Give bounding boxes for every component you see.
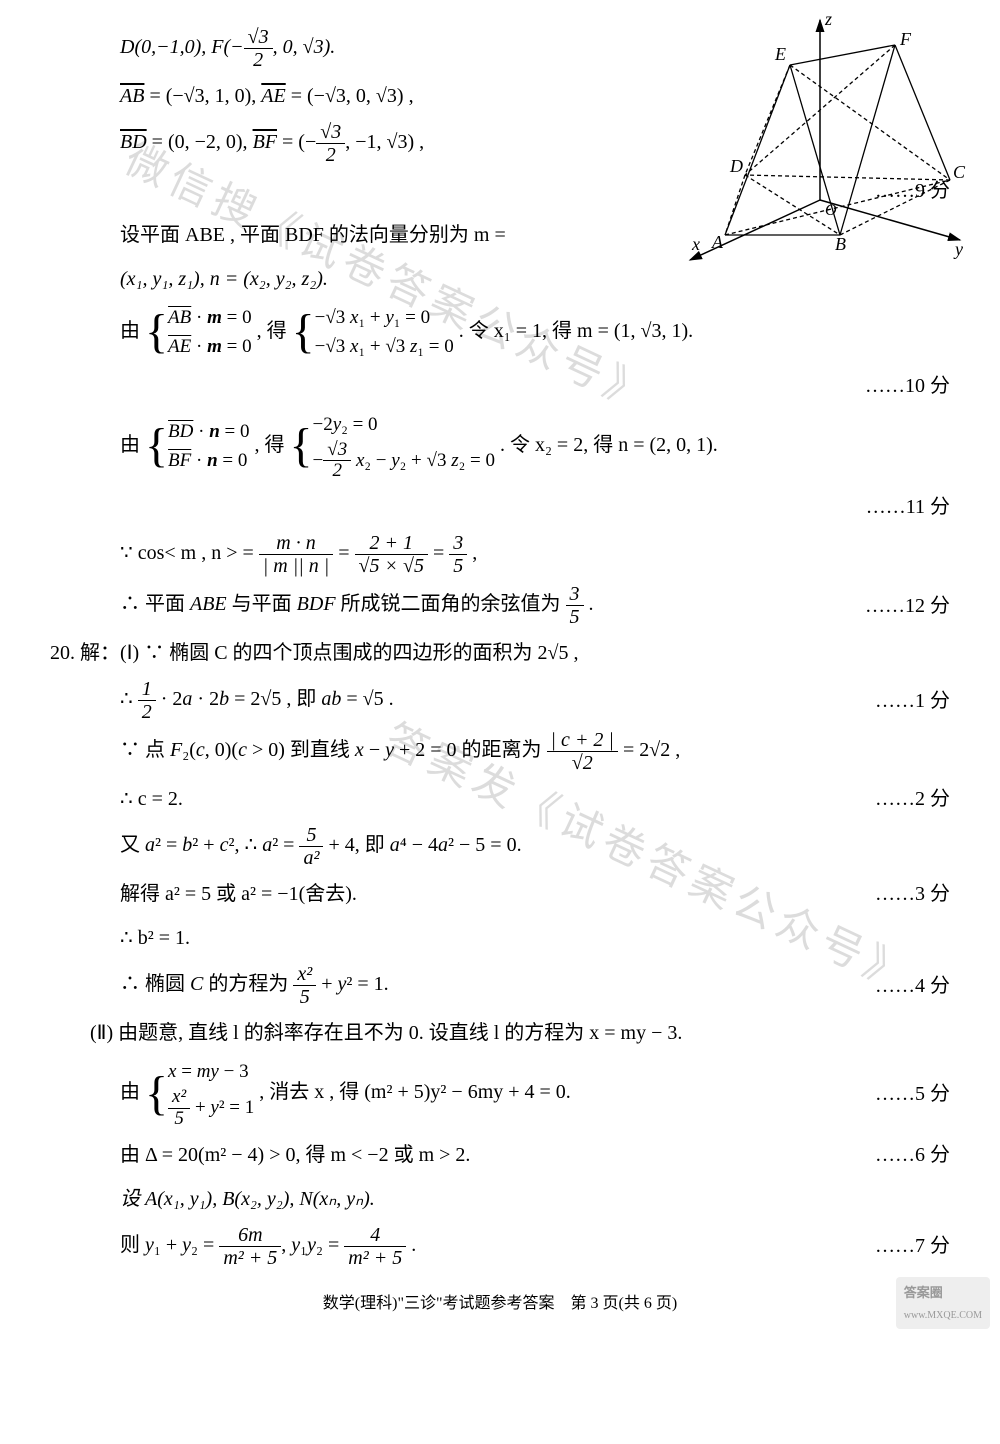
score-10: ……10 分 — [845, 367, 950, 405]
score-2: ……2 分 — [855, 780, 950, 818]
score-12: ……12 分 — [845, 587, 950, 625]
score-9: ……9 分 — [855, 172, 950, 210]
math-line: ∵ 点 F₂(c, 0)(c > 0) 到直线 x − y + 2 = 0 的距… — [50, 729, 950, 774]
score-7: ……7 分 — [855, 1227, 950, 1265]
text-line: (Ⅱ) 由题意, 直线 l 的斜率存在且不为 0. 设直线 l 的方程为 x =… — [50, 1014, 950, 1052]
math-line: ∴ b² = 1. — [50, 919, 950, 957]
question-20-header: 20. 解：(Ⅰ) ∵ 椭圆 C 的四个顶点围成的四边形的面积为 2√5 , — [50, 634, 950, 672]
score-11: ……11 分 — [846, 488, 950, 526]
math-line: 又 a² = b² + c², ∴ a² = 5a² + 4, 即 a⁴ − 4… — [50, 824, 950, 869]
math-line: 设 A(x₁, y₁), B(x₂, y₂), N(xₙ, yₙ). — [50, 1180, 950, 1218]
math-line: 解得 a² = 5 或 a² = −1(舍去). — [50, 875, 855, 913]
math-line: ∴ 12 · 2a · 2b = 2√5 , 即 ab = √5 . — [50, 678, 855, 723]
math-line: ∴ 椭圆 C 的方程为 x²5 + y² = 1. — [50, 963, 855, 1008]
score-4: ……4 分 — [855, 967, 950, 1005]
math-line: ∴ c = 2. — [50, 780, 855, 818]
math-line: 则 y₁ + y₂ = 6mm² + 5, y₁y₂ = 4m² + 5 . — [50, 1224, 855, 1269]
score-6: ……6 分 — [855, 1136, 950, 1174]
watermark-corner: 答案圈 www.MXQE.COM — [896, 1277, 990, 1329]
score-1: ……1 分 — [855, 682, 950, 720]
text-line: ∴ 平面 ABE 与平面 BDF 所成锐二面角的余弦值为 35 . — [50, 583, 845, 628]
math-line: 由 Δ = 20(m² − 4) > 0, 得 m < −2 或 m > 2. — [50, 1136, 855, 1174]
math-line: ∵ cos< m , n > = m · n| m || n | = 2 + 1… — [50, 532, 950, 577]
svg-text:C: C — [953, 162, 966, 182]
math-line: D(0,−1,0), F(−√32, 0, √3). — [50, 26, 950, 71]
svg-text:y: y — [953, 239, 963, 259]
math-line: AB = (−√3, 1, 0), AE = (−√3, 0, √3) , — [50, 77, 950, 115]
page-footer: 数学(理科)"三诊"考试题参考答案 第 3 页(共 6 页) — [50, 1289, 950, 1319]
math-line: (x₁, y₁, z₁), n = (x₂, y₂, z₂). — [50, 260, 950, 298]
equation-system: 由 {AB · m = 0AE · m = 0 , 得 {−√3 x₁ + y₁… — [50, 304, 950, 361]
score-5: ……5 分 — [855, 1075, 950, 1113]
score-3: ……3 分 — [855, 875, 950, 913]
text-line: 设平面 ABE , 平面 BDF 的法向量分别为 m = — [50, 216, 950, 254]
equation-system: 由 {x = my − 3x²5 + y² = 1 , 消去 x , 得 (m²… — [50, 1058, 855, 1129]
equation-system: 由 {BD · n = 0BF · n = 0 , 得 {−2y₂ = 0−√3… — [50, 411, 950, 482]
math-line: BD = (0, −2, 0), BF = (−√32, −1, √3) , — [50, 121, 950, 166]
